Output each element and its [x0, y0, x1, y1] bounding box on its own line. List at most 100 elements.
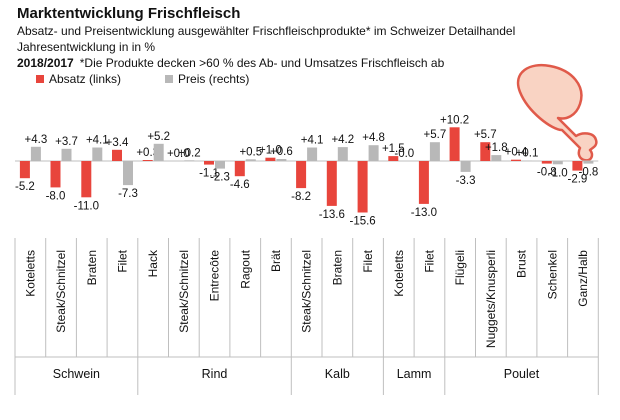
legend-swatch-absatz [36, 75, 44, 83]
bar-preis-18 [583, 161, 594, 164]
legend-item-absatz: Absatz (links) [36, 72, 121, 86]
chart-subtitle: Absatz- und Preisentwicklung ausgewählte… [17, 24, 516, 38]
label-preis-4: +5.2 [147, 131, 170, 143]
bar-preis-13 [429, 142, 440, 161]
label-absatz-5: +0.0 [167, 148, 190, 160]
bar-absatz-7 [234, 161, 245, 177]
category-label-17: Schenkel [545, 250, 559, 299]
label-absatz-2: -11.0 [74, 200, 99, 212]
bar-absatz-9 [296, 161, 307, 189]
bar-absatz-8 [265, 157, 276, 161]
legend-label-absatz: Absatz (links) [49, 72, 122, 86]
group-label-kalb: Kalb [325, 367, 350, 381]
bar-absatz-2 [81, 161, 92, 198]
plot-area: -5.2 +4.3 Koteletts -8.0 +3.7 Steak/Schnitzel… [14, 114, 599, 395]
bar-preis-8 [276, 159, 287, 161]
label-absatz-17: -0.8 [537, 167, 557, 179]
label-preis-16: +0.1 [516, 148, 539, 160]
bar-preis-6 [215, 161, 225, 169]
label-absatz-3: +3.4 [106, 137, 129, 149]
category-label-16: Brust [515, 249, 529, 278]
category-label-7: Ragout [238, 249, 252, 288]
bar-preis-9 [307, 147, 318, 161]
label-absatz-6: -1.1 [199, 168, 219, 180]
period-label: 2018/2017 [17, 56, 74, 70]
bar-preis-2 [92, 147, 103, 161]
label-preis-17: -1.0 [548, 167, 568, 179]
label-preis-10: +4.2 [331, 134, 354, 146]
category-label-15: Nuggets/Knusperli [484, 250, 498, 348]
footnote: *Die Produkte decken >60 % des Ab- und U… [79, 56, 445, 70]
category-label-4: Hack [146, 249, 160, 277]
legend-item-preis: Preis (rechts) [165, 72, 249, 86]
label-preis-14: -3.3 [456, 175, 476, 187]
label-preis-3: -7.3 [118, 188, 138, 200]
bar-preis-10 [337, 147, 348, 161]
label-absatz-1: -8.0 [46, 190, 66, 202]
group-label-schwein: Schwein [53, 367, 100, 381]
bar-absatz-0 [19, 161, 30, 179]
group-label-rind: Rind [202, 367, 228, 381]
label-preis-12: -0.0 [394, 148, 414, 160]
label-preis-9: +4.1 [301, 135, 324, 147]
category-label-1: Steak/Schnitzel [54, 250, 68, 333]
bar-absatz-4 [142, 160, 153, 161]
category-label-8: Brät [269, 249, 283, 272]
bar-preis-15 [491, 155, 502, 161]
label-preis-5: +0.2 [178, 147, 201, 159]
label-absatz-0: -5.2 [15, 181, 35, 193]
label-absatz-16: +0.4 [505, 147, 528, 159]
bar-absatz-16 [511, 159, 521, 161]
bar-absatz-13 [418, 161, 429, 204]
bar-preis-4 [153, 143, 164, 161]
chart-title: Marktentwicklung Frischfleisch [17, 5, 241, 22]
bar-absatz-3 [112, 149, 122, 161]
bar-preis-17 [552, 161, 563, 165]
bar-preis-1 [61, 148, 72, 161]
label-preis-13: +5.7 [424, 129, 447, 141]
bar-preis-7 [245, 159, 256, 161]
bar-absatz-14 [449, 127, 460, 161]
bar-absatz-6 [204, 161, 214, 165]
bar-preis-5 [184, 160, 195, 161]
category-label-5: Steak/Schnitzel [177, 250, 191, 333]
label-preis-11: +4.8 [362, 132, 385, 144]
label-absatz-10: -13.6 [319, 209, 345, 221]
legend-swatch-preis [165, 75, 174, 83]
label-absatz-8: +1.0 [259, 145, 282, 157]
bar-absatz-18 [572, 161, 583, 171]
bar-preis-0 [30, 146, 41, 161]
label-absatz-15: +5.7 [474, 129, 497, 141]
label-absatz-9: -8.2 [291, 191, 311, 203]
group-label-lamm: Lamm [397, 367, 432, 381]
label-preis-6: -2.3 [210, 172, 230, 184]
label-absatz-12: +1.5 [382, 143, 405, 155]
category-label-12: Koteletts [392, 250, 406, 297]
label-absatz-4: +0.3 [136, 147, 159, 159]
category-label-10: Braten [330, 250, 344, 285]
bar-preis-3 [123, 161, 133, 186]
category-label-13: Filet [422, 249, 436, 272]
bar-absatz-15 [480, 142, 491, 161]
label-absatz-13: -13.0 [411, 207, 437, 219]
bar-absatz-10 [326, 161, 337, 206]
category-label-18: Ganz/Halb [576, 250, 590, 307]
category-label-2: Braten [85, 250, 99, 285]
group-label-poulet: Poulet [504, 367, 540, 381]
bar-absatz-12 [388, 156, 399, 161]
category-label-6: Entrecôte [208, 250, 222, 302]
label-preis-18: -0.8 [578, 167, 598, 179]
bar-absatz-17 [541, 161, 552, 164]
category-label-9: Steak/Schnitzel [300, 250, 314, 333]
label-preis-2: +4.1 [86, 135, 109, 147]
label-absatz-14: +10.2 [440, 114, 469, 126]
bar-absatz-1 [50, 161, 61, 188]
chart-subtitle-2: Jahresentwicklung in in % [17, 40, 156, 54]
legend-label-preis: Preis (rechts) [178, 72, 250, 86]
label-preis-1: +3.7 [55, 136, 78, 148]
category-label-0: Koteletts [23, 250, 37, 297]
category-label-11: Filet [361, 249, 375, 272]
period-line: 2018/2017 *Die Produkte decken >60 % des … [17, 56, 444, 70]
label-preis-8: +0.6 [270, 146, 293, 158]
